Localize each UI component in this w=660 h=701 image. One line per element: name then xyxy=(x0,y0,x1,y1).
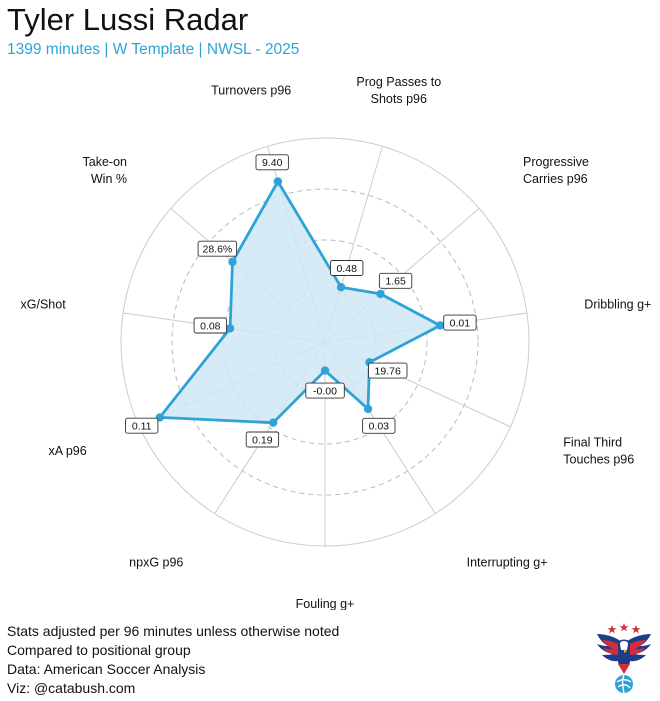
svg-text:0.08: 0.08 xyxy=(200,320,221,332)
value-label: 19.76 xyxy=(368,362,408,379)
value-label: 1.65 xyxy=(378,272,413,289)
axis-label: Interrupting g+ xyxy=(467,555,548,569)
svg-text:0.48: 0.48 xyxy=(336,263,357,275)
value-label: 0.01 xyxy=(443,314,477,331)
axis-labels: Prog Passes to Shots p96 Progressive Carrie… xyxy=(21,75,652,610)
svg-text:9.40: 9.40 xyxy=(262,157,283,169)
footer-line-data-source: Data: American Soccer Analysis xyxy=(7,661,206,677)
value-label: 0.19 xyxy=(245,431,280,448)
axis-label: Prog Passes to Shots p96 xyxy=(356,75,441,106)
svg-text:-0.00: -0.00 xyxy=(313,385,337,397)
axis-label: Dribbling g+ xyxy=(584,298,651,312)
value-label: 0.08 xyxy=(193,317,227,334)
value-labels: 0.48 1.65 0.01 19.76 0.03 -0.00 0.19 0.11 0.08 28… xyxy=(125,154,477,448)
radar-chart: Prog Passes to Shots p96 Progressive Carrie… xyxy=(21,75,652,610)
value-label: 28.6% xyxy=(197,240,238,257)
svg-text:0.01: 0.01 xyxy=(450,317,471,329)
data-point xyxy=(363,404,373,414)
svg-text:0.03: 0.03 xyxy=(369,421,390,433)
svg-text:19.76: 19.76 xyxy=(375,365,401,377)
radar-area xyxy=(158,180,442,425)
eagle-logo-icon xyxy=(597,623,651,694)
value-label: 0.48 xyxy=(330,260,364,276)
footer-line-note: Stats adjusted per 96 minutes unless oth… xyxy=(7,623,340,639)
value-label: 9.40 xyxy=(255,154,289,171)
footer-notes: Stats adjusted per 96 minutes unless oth… xyxy=(7,622,339,698)
svg-text:0.11: 0.11 xyxy=(132,421,152,433)
axis-label: xG/Shot xyxy=(21,298,67,312)
axis-label: npxG p96 xyxy=(129,555,183,569)
axis-label: xA p96 xyxy=(48,444,86,458)
axis-label: Turnovers p96 xyxy=(211,84,291,98)
radar-shape xyxy=(155,177,445,427)
data-point xyxy=(268,418,278,427)
svg-text:1.65: 1.65 xyxy=(385,276,406,288)
axis-label: Fouling g+ xyxy=(296,597,355,610)
value-label: 0.03 xyxy=(362,417,396,434)
data-point xyxy=(435,321,445,330)
svg-text:0.19: 0.19 xyxy=(252,434,273,446)
data-point xyxy=(376,289,385,299)
axis-label: Final Third Touches p96 xyxy=(563,435,634,466)
data-point xyxy=(336,282,346,292)
value-label: 0.11 xyxy=(125,417,159,434)
grid-ring-75 xyxy=(171,188,479,496)
data-point xyxy=(228,257,237,267)
data-point xyxy=(273,177,283,186)
data-point xyxy=(225,324,235,333)
footer-line-comparison: Compared to positional group xyxy=(7,642,191,658)
value-label: -0.00 xyxy=(305,382,345,399)
chart-subtitle: 1399 minutes | W Template | NWSL - 2025 xyxy=(7,41,300,58)
axis-label: Progressive Carries p96 xyxy=(523,155,589,186)
data-point xyxy=(320,366,330,375)
axis-label: Take-on Win % xyxy=(83,155,128,186)
footer-line-viz-credit: Viz: @catabush.com xyxy=(7,680,136,696)
svg-text:28.6%: 28.6% xyxy=(203,244,233,256)
chart-title: Tyler Lussi Radar xyxy=(7,2,249,37)
